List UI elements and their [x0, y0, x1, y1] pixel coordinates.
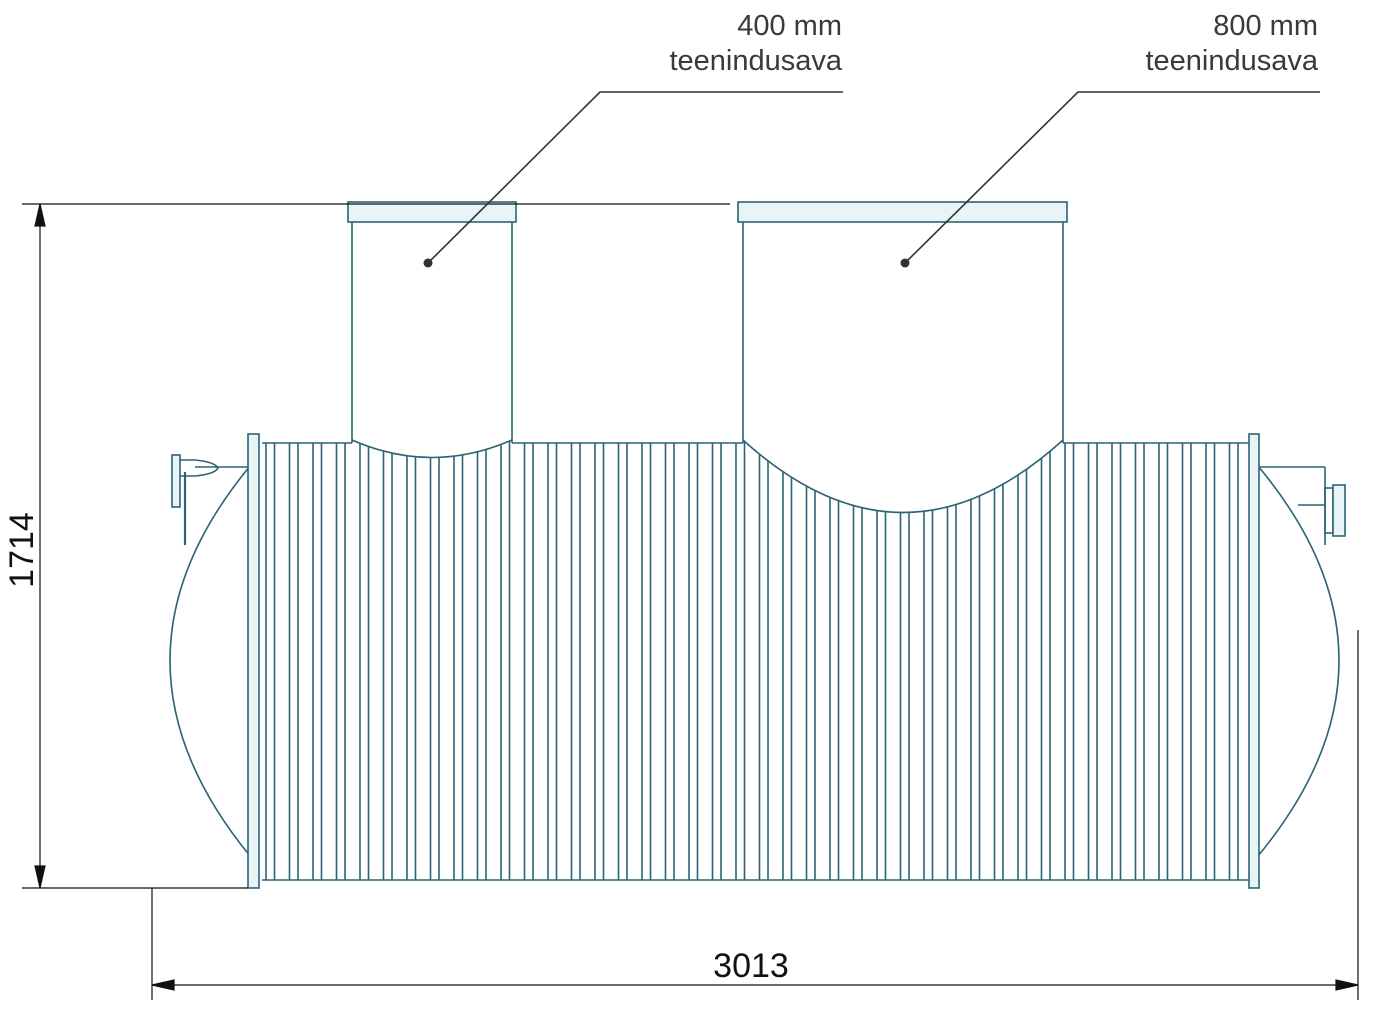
left-dome	[169, 465, 251, 857]
dimensions	[22, 203, 1359, 1000]
left-flange	[247, 433, 260, 889]
length-dimension: 3013	[713, 947, 789, 985]
leaders	[427, 91, 1320, 264]
inlet-nozzle	[171, 454, 250, 545]
leader-dot-800	[900, 258, 910, 268]
tank	[169, 201, 1346, 889]
outlet-nozzle	[1258, 466, 1346, 545]
right-dome	[1257, 465, 1340, 857]
riser-800-collar	[737, 201, 1068, 223]
height-dimension: 1714	[3, 512, 41, 588]
callout-800-name: teenindusava	[1145, 45, 1318, 77]
ribs	[262, 441, 1249, 880]
callout-800-size: 800 mm	[1213, 10, 1318, 42]
callout-400-size: 400 mm	[737, 10, 842, 42]
riser-400-collar	[347, 201, 517, 223]
callout-400-name: teenindusava	[669, 45, 842, 77]
right-flange	[1248, 433, 1260, 889]
leader-dot-400	[423, 258, 433, 268]
